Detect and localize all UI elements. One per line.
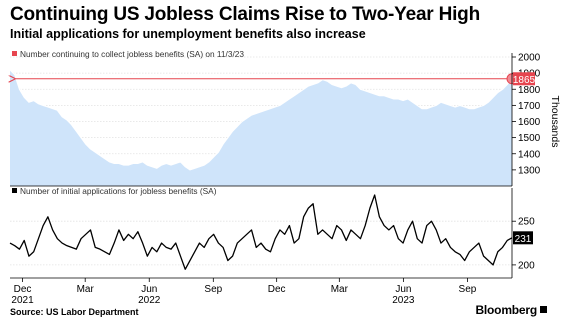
top-y-tick-label: 1300	[518, 165, 541, 176]
x-tick-label: Sep	[204, 284, 222, 295]
continuing-claims-line	[9, 69, 513, 171]
top-y-tick-label: 1400	[518, 149, 541, 160]
top-y-tick-label: 1800	[518, 85, 541, 96]
top-end-value-label: 1865	[513, 75, 536, 86]
x-tick-label: Mar	[77, 284, 95, 295]
initial-claims-line	[9, 194, 513, 270]
bottom-end-label-box	[513, 231, 533, 245]
bottom-y-tick-label: 200	[518, 260, 535, 271]
top-end-label-box	[513, 72, 535, 86]
x-tick-label: Dec	[14, 284, 32, 295]
top-legend-label: Number continuing to collect jobless ben…	[20, 49, 244, 59]
top-y-tick-label: 1600	[518, 117, 541, 128]
x-tick-label: Mar	[331, 284, 349, 295]
bottom-legend-label: Number of initial applications for joble…	[20, 186, 217, 196]
continuing-claims-area	[10, 69, 512, 186]
x-tick-label: Jun	[395, 284, 411, 295]
x-tick-label: Dec	[268, 284, 286, 295]
top-y-tick-label: 1700	[518, 101, 541, 112]
source-note: Source: US Labor Department	[10, 307, 139, 317]
top-y-axis-title: Thousands	[549, 96, 561, 148]
bottom-legend-swatch	[12, 188, 17, 193]
x-tick-label: Jun	[141, 284, 157, 295]
x-year-label: 2022	[138, 295, 161, 306]
x-year-label: 2023	[392, 295, 415, 306]
bottom-end-value-label: 231	[515, 234, 532, 245]
x-year-label: 2021	[11, 295, 34, 306]
bloomberg-logo: Bloomberg	[475, 303, 547, 317]
top-y-tick-label: 2000	[518, 53, 541, 64]
brand-text: Bloomberg	[475, 303, 537, 317]
brand-mark-icon	[540, 306, 547, 313]
x-tick-label: Sep	[459, 284, 477, 295]
top-y-tick-label: 1500	[518, 133, 541, 144]
top-legend-swatch	[12, 51, 17, 56]
chart-title: Continuing US Jobless Claims Rise to Two…	[10, 4, 480, 25]
chart-subtitle: Initial applications for unemployment be…	[10, 27, 366, 41]
bottom-y-tick-label: 250	[518, 217, 535, 228]
